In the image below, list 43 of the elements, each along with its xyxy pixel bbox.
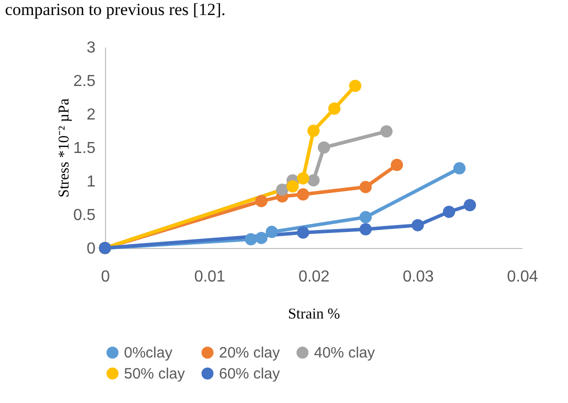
point xyxy=(296,172,310,184)
x-tick-label: 0.03 xyxy=(402,268,434,286)
y-tick-label: 3 xyxy=(86,40,96,56)
point xyxy=(464,199,476,212)
y-tick-label: 1 xyxy=(86,174,96,190)
point xyxy=(286,180,299,192)
point xyxy=(307,174,320,186)
x-tick-label: 0.01 xyxy=(194,268,226,286)
x-tick-label: 0 xyxy=(101,268,110,286)
y-tick-label: 0 xyxy=(86,240,96,258)
point xyxy=(296,188,310,201)
point xyxy=(360,211,372,224)
x-tick-label: 0.04 xyxy=(506,268,538,286)
point xyxy=(307,124,320,137)
y-tick-label: 2 xyxy=(86,106,96,124)
x-axis-title: Strain % xyxy=(288,306,340,322)
point xyxy=(453,162,466,174)
point xyxy=(412,219,424,232)
point xyxy=(442,206,456,218)
point xyxy=(255,232,268,244)
point xyxy=(360,180,372,194)
point xyxy=(266,226,278,238)
point xyxy=(349,80,362,92)
point xyxy=(296,226,310,239)
point xyxy=(276,184,288,196)
y-axis-title: Stress *10⁻² µPa xyxy=(56,98,72,198)
point xyxy=(328,102,340,115)
legend-label: 0%clay xyxy=(124,344,173,362)
legend-label: 50% clay xyxy=(124,366,186,382)
point xyxy=(360,223,372,236)
y-tick-label: 2.5 xyxy=(73,73,96,90)
point xyxy=(318,141,330,154)
point xyxy=(390,158,404,172)
legend-label: 20% clay xyxy=(219,344,280,362)
legend-label: 60% clay xyxy=(219,366,280,382)
y-tick-label: 0.5 xyxy=(73,207,96,224)
point xyxy=(244,233,258,246)
text: comparison to previous res [12]. xyxy=(5,0,226,19)
point xyxy=(380,125,393,138)
point xyxy=(255,194,268,208)
y-tick-label: 1.5 xyxy=(73,140,96,157)
legend-label: 40% clay xyxy=(314,344,376,362)
x-tick-label: 0.02 xyxy=(298,268,330,286)
